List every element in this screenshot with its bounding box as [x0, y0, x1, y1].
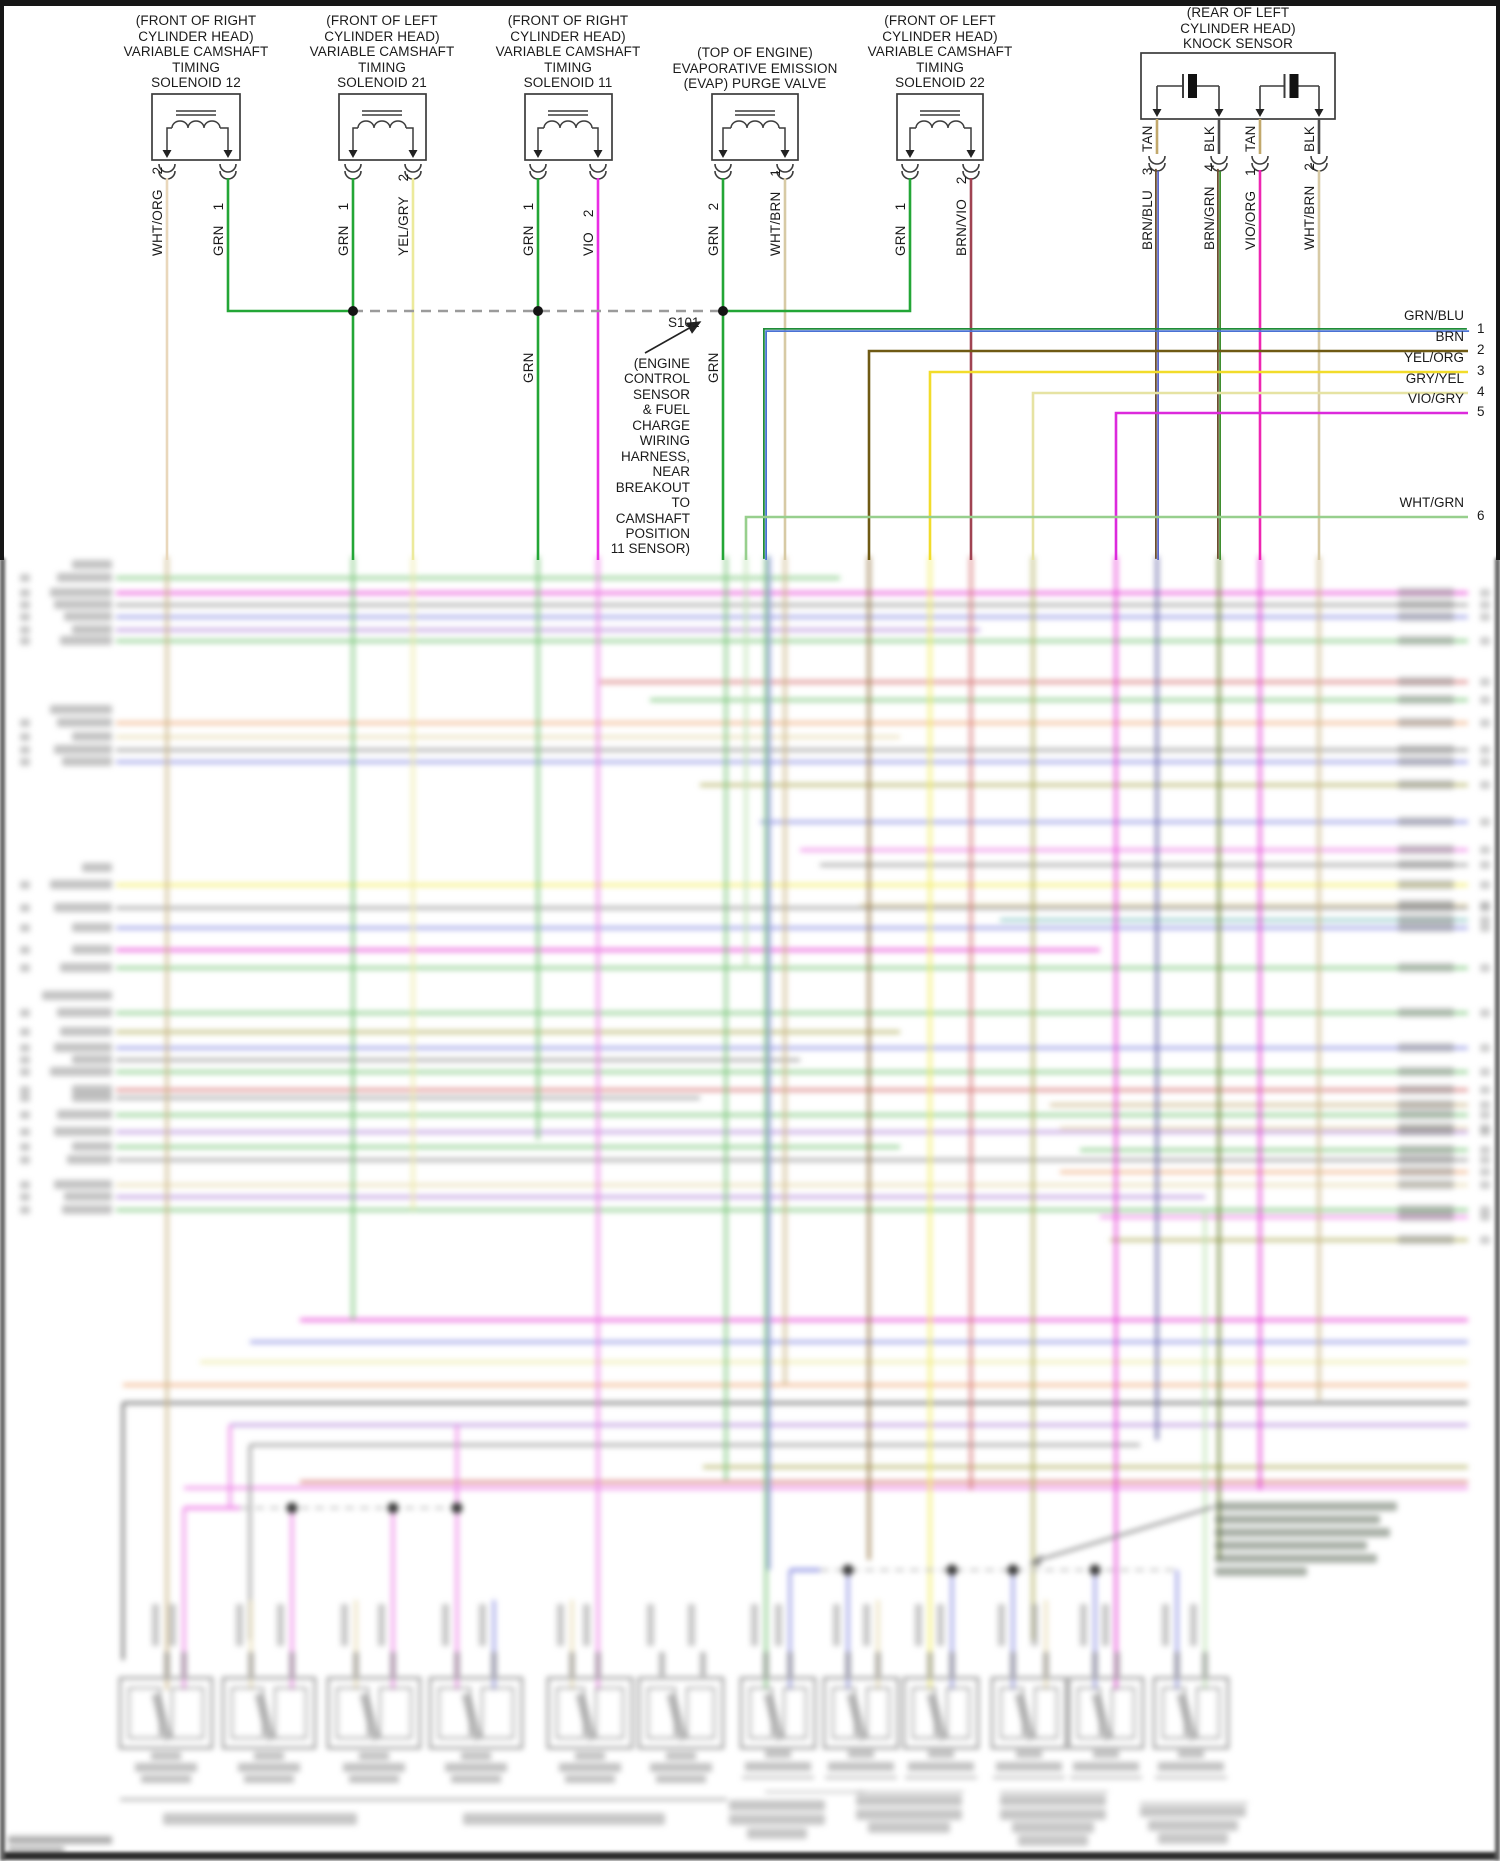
component-title-solenoid-11: (FRONT OF RIGHT CYLINDER HEAD) VARIABLE …	[458, 13, 678, 91]
bus-pin-6: 6	[1477, 508, 1485, 523]
annotation-line: SENSOR	[632, 386, 690, 402]
title-line: CYLINDER HEAD)	[324, 28, 440, 44]
frame-right	[1496, 0, 1500, 560]
frame-left	[0, 0, 4, 560]
annotation-line: CONTROL	[623, 371, 690, 387]
title-line: TIMING	[358, 59, 406, 75]
title-line: VARIABLE CAMSHAFT	[123, 44, 269, 59]
annotation-line: CHARGE	[632, 417, 690, 433]
title-line: CYLINDER HEAD)	[138, 28, 254, 44]
blurred-schematic-section	[0, 556, 1500, 1861]
wire-label-blk: BLK	[1302, 125, 1317, 152]
wire-label-grn-mid: GRN	[706, 352, 721, 383]
annotation-line: (ENGINE	[633, 356, 690, 371]
component-title-evap-purge-valve: (TOP OF ENGINE) EVAPORATIVE EMISSION (EV…	[645, 45, 865, 92]
wire-label-wht-brn: WHT/BRN2	[1302, 162, 1317, 250]
wire-label-blk: BLK	[1202, 125, 1217, 152]
wire-label-grn: GRN1	[893, 202, 908, 256]
title-line: (FRONT OF LEFT	[326, 13, 438, 28]
schematic-sharp-layer	[151, 52, 1470, 560]
component-title-knock-sensor: (REAR OF LEFT CYLINDER HEAD) KNOCK SENSO…	[1128, 5, 1348, 52]
title-line: SOLENOID 21	[337, 75, 427, 90]
title-line: VARIABLE CAMSHAFT	[867, 44, 1013, 59]
annotation-line: CAMSHAFT	[615, 510, 690, 526]
wire-label-grn: GRN1	[336, 202, 351, 256]
wire-label-brn-grn: BRN/GRN4	[1202, 163, 1217, 250]
title-line: EVAPORATIVE EMISSION	[672, 60, 838, 76]
annotation-line: HARNESS,	[620, 448, 690, 464]
title-line: (FRONT OF LEFT	[884, 13, 996, 28]
frame-top	[0, 0, 1500, 6]
title-line: KNOCK SENSOR	[1183, 36, 1293, 51]
bus-pin-2: 2	[1477, 342, 1485, 357]
wire-label-brn-blu: BRN/BLU3	[1140, 167, 1155, 250]
title-line: TIMING	[172, 59, 220, 75]
title-line: (TOP OF ENGINE)	[697, 45, 813, 60]
blurred-wires-layer	[8, 556, 1490, 1853]
wire-label-grn: GRN2	[706, 202, 721, 256]
wire-label-tan: TAN	[1140, 125, 1155, 152]
title-line: CYLINDER HEAD)	[1180, 20, 1296, 36]
annotation-line: WIRING	[639, 433, 690, 449]
wire-label-grn: GRN1	[521, 202, 536, 256]
splice-label-s101: S101	[668, 315, 700, 330]
title-line: (EVAP) PURGE VALVE	[683, 76, 827, 91]
title-line: CYLINDER HEAD)	[510, 28, 626, 44]
bus-label-grn-blu: GRN/BLU	[1403, 308, 1464, 323]
wire-label-yel-gry: YEL/GRY2	[396, 173, 411, 256]
bus-pin-4: 4	[1477, 384, 1485, 399]
annotation-line: BREAKOUT	[615, 479, 690, 495]
bus-label-gry-yel: GRY/YEL	[1405, 371, 1464, 386]
bus-label-vio-gry: VIO/GRY	[1407, 391, 1464, 406]
title-line: SOLENOID 11	[523, 75, 613, 90]
harness-annotation: (ENGINE CONTROL SENSOR & FUEL CHARGE WIR…	[480, 356, 690, 557]
component-title-solenoid-12: (FRONT OF RIGHT CYLINDER HEAD) VARIABLE …	[86, 13, 306, 91]
annotation-line: TO	[671, 495, 690, 511]
wire-label-wht-brn: WHT/BRN1	[768, 168, 783, 256]
wire-label-tan: TAN	[1243, 125, 1258, 152]
title-line: SOLENOID 12	[151, 75, 241, 90]
bus-label-yel-org: YEL/ORG	[1403, 350, 1464, 365]
title-line: (REAR OF LEFT	[1186, 5, 1290, 20]
bus-pin-3: 3	[1477, 363, 1485, 378]
wire-label-grn: GRN1	[211, 202, 226, 256]
title-line: (FRONT OF RIGHT	[135, 13, 257, 28]
title-line: SOLENOID 22	[895, 75, 985, 90]
title-line: (FRONT OF RIGHT	[507, 13, 629, 28]
title-line: TIMING	[916, 59, 964, 75]
bus-pin-1: 1	[1477, 321, 1485, 336]
title-line: VARIABLE CAMSHAFT	[309, 44, 455, 59]
wire-label-brn-vio: BRN/VIO2	[954, 176, 969, 256]
bus-pin-5: 5	[1477, 404, 1485, 419]
wire-label-vio-org: VIO/ORG1	[1243, 168, 1258, 250]
annotation-line: NEAR	[652, 464, 690, 480]
bus-label-wht-grn: WHT/GRN	[1399, 495, 1465, 510]
component-title-solenoid-21: (FRONT OF LEFT CYLINDER HEAD) VARIABLE C…	[272, 13, 492, 91]
wire-label-vio: VIO2	[581, 209, 596, 256]
blurred-frame-layer	[0, 558, 1500, 1861]
annotation-line: POSITION	[625, 525, 690, 541]
wire-label-wht-org: WHT/ORG2	[150, 166, 165, 256]
annotation-line: 11 SENSOR)	[610, 541, 690, 557]
title-line: VARIABLE CAMSHAFT	[495, 44, 641, 59]
component-title-solenoid-22: (FRONT OF LEFT CYLINDER HEAD) VARIABLE C…	[830, 13, 1050, 91]
title-line: CYLINDER HEAD)	[882, 28, 998, 44]
annotation-line: & FUEL	[642, 402, 690, 418]
bus-label-brn: BRN	[1435, 329, 1464, 344]
title-line: TIMING	[544, 59, 592, 75]
